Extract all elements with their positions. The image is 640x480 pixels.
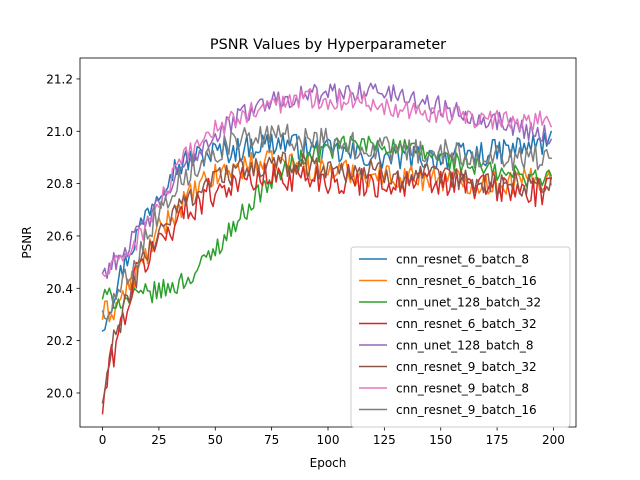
y-tick-label: 20.2 [46, 334, 73, 348]
x-axis: 0 25 50 75 100 125 150 175 200 [99, 427, 565, 447]
y-axis-label: PSNR [20, 226, 34, 258]
legend-label: cnn_unet_128_batch_8 [396, 339, 534, 353]
x-tick-label: 125 [373, 433, 396, 447]
legend-label: cnn_resnet_6_batch_8 [396, 253, 529, 267]
legend-label: cnn_resnet_6_batch_32 [396, 317, 537, 331]
x-tick-label: 175 [486, 433, 509, 447]
legend-label: cnn_resnet_9_batch_8 [396, 382, 529, 396]
x-tick-label: 25 [151, 433, 166, 447]
x-tick-label: 75 [264, 433, 279, 447]
series-line-cnn_resnet_9_batch_8 [101, 88, 553, 278]
series-line-cnn_resnet_6_batch_32 [101, 162, 553, 415]
x-tick-label: 150 [429, 433, 452, 447]
y-axis: 20.0 20.2 20.4 20.6 20.8 21.0 21.2 [46, 72, 80, 400]
legend: cnn_resnet_6_batch_8 cnn_resnet_6_batch_1… [350, 246, 571, 428]
legend-box [350, 246, 571, 428]
legend-label: cnn_resnet_6_batch_16 [396, 274, 537, 288]
x-tick-label: 200 [542, 433, 565, 447]
x-tick-label: 50 [208, 433, 223, 447]
y-tick-label: 21.0 [46, 125, 73, 139]
x-tick-label: 0 [99, 433, 107, 447]
chart-title: PSNR Values by Hyperparameter [210, 37, 446, 53]
y-tick-label: 20.6 [46, 229, 73, 243]
x-tick-label: 100 [317, 433, 340, 447]
legend-label: cnn_resnet_9_batch_16 [396, 403, 537, 417]
series-line-cnn_resnet_9_batch_16 [101, 123, 553, 321]
series-layer [101, 81, 553, 415]
legend-label: cnn_resnet_9_batch_32 [396, 360, 537, 374]
y-tick-label: 20.0 [46, 386, 73, 400]
y-tick-label: 20.4 [46, 282, 73, 296]
legend-label: cnn_unet_128_batch_32 [396, 296, 541, 310]
y-tick-label: 20.8 [46, 177, 73, 191]
series-line-cnn_resnet_9_batch_32 [101, 151, 553, 404]
y-tick-label: 21.2 [46, 72, 73, 86]
x-axis-label: Epoch [310, 456, 347, 470]
series-line-cnn_unet_128_batch_32 [101, 135, 553, 309]
